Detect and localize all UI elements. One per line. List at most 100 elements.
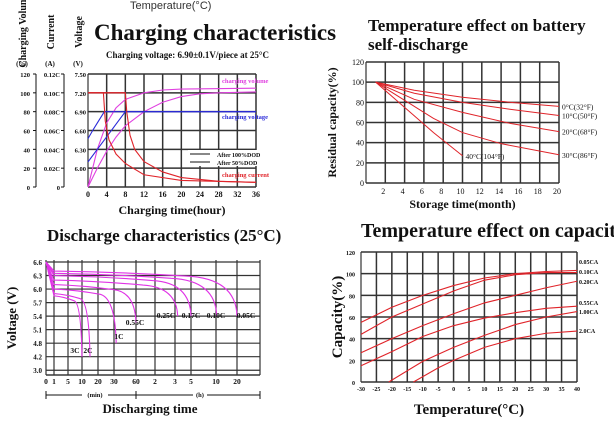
discharge-xtick: 10 (78, 377, 86, 386)
charging-axis-label: Current (46, 14, 57, 49)
discharge-curve (45, 261, 192, 317)
charging-xtick: 8 (123, 190, 127, 199)
discharge-series-label: 0.05C (237, 311, 256, 320)
capacity-series-label: 0.10CA (579, 270, 599, 276)
capacity-xtick: 20 (512, 387, 518, 393)
capacity-xtick: 15 (497, 387, 503, 393)
selfdischarge-xtick: 18 (534, 187, 542, 196)
self-discharge-chart-title: Temperature effect on battery self-disch… (368, 16, 586, 54)
selfdischarge-series-label: 40°C(104°F) (466, 152, 505, 161)
discharge-xtick: 5 (189, 377, 193, 386)
capacity-xtick: 35 (559, 387, 565, 393)
range-label-bg (193, 390, 207, 400)
charging-xtick: 16 (159, 190, 167, 199)
legend-label: After 100%DOD (217, 153, 261, 159)
charging-xtick: 32 (233, 190, 241, 199)
capacity-xtick: 30 (543, 387, 549, 393)
charging-ytick: 0.04C (44, 147, 60, 154)
capacity-ytick: 60 (349, 316, 355, 322)
selfdischarge-series-label: 20°C(68°F) (562, 128, 598, 137)
charging-ytick: 60 (24, 129, 31, 136)
capacity-series-label: 0.20CA (579, 280, 599, 286)
capacity-ylabel: Capacity(%) (330, 276, 346, 359)
capacity-ytick: 20 (349, 359, 355, 365)
discharge-curve (45, 261, 238, 317)
selfdischarge-line (375, 81, 560, 156)
selfdischarge-xtick: 2 (381, 187, 385, 196)
capacity-line (413, 330, 578, 383)
charging-voltage-line (87, 111, 256, 139)
charging-ytick: 0 (57, 185, 60, 192)
charging-volume-label: charging volume (222, 78, 269, 85)
capacity-ytick: 80 (349, 294, 355, 300)
charging-xtick: 12 (140, 190, 148, 199)
selfdischarge-xtick: 8 (439, 187, 443, 196)
capacity-line (360, 305, 578, 367)
capacity-xtick: 40 (574, 387, 580, 393)
selfdischarge-ytick: 20 (356, 159, 364, 168)
charging-ytick: 7.50 (75, 72, 86, 79)
capacity-xlabel: Temperature(°C) (414, 402, 524, 418)
capacity-ytick: 0 (352, 381, 355, 387)
discharge-curve (45, 261, 218, 317)
charging-xtick: 20 (177, 190, 185, 199)
discharge-xtick: 60 (132, 377, 140, 386)
charging-axis-unit: (%) (16, 60, 28, 68)
charging-xtick: 4 (105, 190, 109, 199)
capacity-line (388, 311, 578, 383)
discharge-ytick: 6.6 (33, 259, 42, 267)
charging-voltage-label: charging voltage (222, 114, 268, 121)
selfdischarge-xtick: 12 (476, 187, 484, 196)
capacity-ytick: 120 (346, 251, 355, 257)
capacity-xtick: -15 (403, 387, 411, 393)
discharge-series-label: 0.25C (157, 311, 176, 320)
capacity-series-label: 0.55CA (579, 301, 599, 307)
charging-xtick: 0 (86, 190, 90, 199)
selfdischarge-line (375, 81, 560, 107)
charging-chart-title: Charging characteristics (94, 20, 337, 45)
charging-ytick: 6.90 (75, 110, 86, 117)
charging-xtick: 36 (252, 190, 260, 199)
capacity-xtick: -20 (388, 387, 396, 393)
discharge-xtick: 3 (173, 377, 177, 386)
selfdischarge-series-label: 10°C(50°F) (562, 111, 598, 120)
discharge-series-label: 0.55C (126, 318, 145, 327)
capacity-xtick: -5 (436, 387, 441, 393)
charging-axis-label: Charging Volume (18, 0, 29, 68)
charging-current-line (88, 92, 257, 183)
discharge-ytick: 6.0 (33, 286, 42, 294)
charging-xtick: 24 (196, 190, 204, 199)
capacity-xtick: -25 (372, 387, 380, 393)
range-label-bg (82, 390, 108, 400)
selfdischarge-ytick: 0 (360, 179, 364, 188)
legend-bg (188, 158, 258, 166)
selfdischarge-line (375, 81, 560, 133)
discharge-xtick: 20 (94, 377, 102, 386)
charging-ytick: 20 (24, 166, 31, 173)
discharge-curve (45, 261, 91, 357)
selfdischarge-xtick: 6 (420, 187, 424, 196)
capacity-xtick: -10 (419, 387, 427, 393)
discharge-xtick: 10 (212, 377, 220, 386)
charging-axis-unit: (V) (73, 60, 83, 68)
capacity-xtick: 10 (481, 387, 487, 393)
charging-ytick: 80 (24, 110, 31, 117)
discharge-xlabel: Discharging time (103, 401, 198, 416)
charging-ytick: 0.06C (44, 129, 60, 136)
charging-current-label: charging current (222, 172, 270, 179)
selfdischarge-line (375, 81, 463, 157)
discharge-xtick: 5 (66, 377, 70, 386)
selfdischarge-line (375, 81, 560, 116)
discharge-series-label: 3C (70, 346, 79, 355)
selfdischarge-ylabel: Residual capacity(%) (325, 67, 339, 177)
discharge-curve (45, 261, 117, 344)
legend-bg (188, 150, 258, 158)
selfdischarge-series-label: 30°C(86°F) (562, 151, 598, 160)
discharge-chart-title: Discharge characteristics (25°C) (47, 226, 282, 245)
charging-ytick: 100 (20, 91, 30, 98)
charging-ytick: 7.20 (75, 91, 86, 98)
charging-axis-unit: (A) (45, 60, 55, 68)
selfdischarge-ytick: 80 (356, 98, 364, 107)
discharge-ytick: 6.3 (33, 273, 42, 281)
capacity-xtick: -30 (357, 387, 365, 393)
